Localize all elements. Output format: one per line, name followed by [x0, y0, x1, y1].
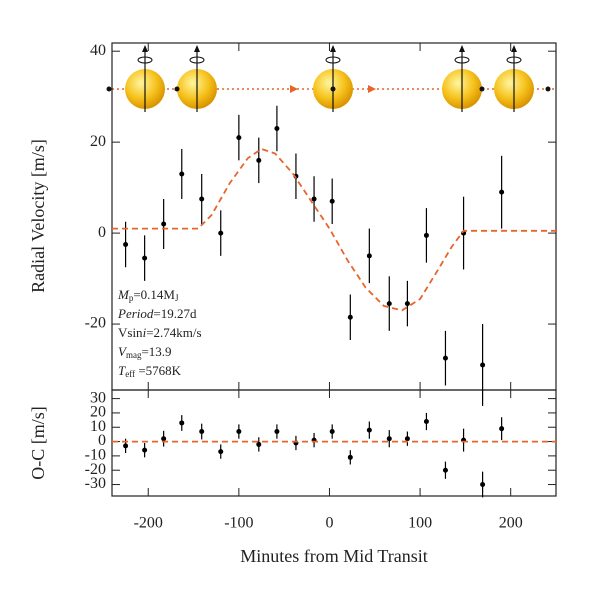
planet — [330, 86, 336, 92]
x-tick-label: 200 — [499, 515, 523, 532]
planet — [106, 86, 112, 92]
x-tick-label: -200 — [134, 515, 163, 532]
annotation-part: Period — [117, 306, 154, 321]
data-point — [480, 482, 486, 488]
planet — [479, 86, 485, 92]
data-point — [311, 196, 317, 202]
data-point — [386, 436, 392, 442]
y-axis-label: Radial Velocity [m/s] — [28, 139, 48, 293]
annotation: Period=19.27d — [117, 306, 197, 321]
y-tick-label: 40 — [90, 42, 106, 59]
annotation: Mp=0.14MJ — [117, 287, 179, 303]
data-point — [404, 436, 410, 442]
data-point — [499, 426, 505, 432]
annotation: Vmag=13.9 — [118, 344, 172, 360]
data-point — [142, 447, 148, 453]
annotation-part: p — [129, 293, 134, 303]
data-point — [366, 253, 372, 259]
spin-loop — [506, 56, 522, 64]
y-tick-label: -20 — [85, 461, 106, 478]
data-point — [274, 125, 280, 131]
data-point — [386, 301, 392, 307]
y-tick-label: -20 — [85, 315, 106, 332]
data-point — [423, 232, 429, 238]
data-point — [218, 449, 224, 455]
y-tick-label: 0 — [98, 224, 106, 241]
bottom-frame — [111, 389, 557, 497]
x-tick-label: 0 — [325, 515, 333, 532]
data-point — [347, 454, 353, 460]
data-point — [480, 362, 486, 368]
y-tick-label: -10 — [85, 447, 106, 464]
data-point — [329, 429, 335, 435]
y-tick-label: 0 — [98, 432, 106, 449]
annotation: Vsini=2.74km/s — [118, 325, 202, 340]
data-point — [123, 443, 129, 449]
spin-arrow — [142, 45, 148, 52]
x-tick-label: 100 — [408, 515, 432, 532]
data-point — [499, 189, 505, 195]
data-point — [161, 436, 167, 442]
y-tick-label: -30 — [85, 475, 106, 492]
data-point — [179, 420, 185, 426]
planet — [174, 86, 180, 92]
y-tick-label: 30 — [90, 389, 106, 406]
data-point — [274, 429, 280, 435]
data-point — [218, 230, 224, 236]
spin-arrow — [511, 45, 517, 52]
annotation-part: V — [118, 344, 128, 359]
annotation-part: mag — [126, 350, 142, 360]
data-point — [366, 427, 372, 433]
data-point — [236, 135, 242, 141]
spin-loop — [325, 56, 341, 64]
data-point — [423, 419, 429, 425]
annotation-part: i — [143, 325, 147, 340]
x-axis-label: Minutes from Mid Transit — [240, 546, 428, 566]
spin-loop — [189, 56, 205, 64]
data-point — [404, 301, 410, 307]
annotation-part: M — [117, 287, 130, 302]
y-tick-label: 20 — [90, 404, 106, 421]
annotation-part: =5768K — [135, 363, 182, 378]
annotation-part: J — [175, 293, 179, 303]
data-point — [442, 467, 448, 473]
planet — [545, 86, 551, 92]
y-tick-label: 10 — [90, 418, 106, 435]
annotation: Teff =5768K — [118, 363, 182, 379]
spin-loop — [454, 56, 470, 64]
y-tick-label: 20 — [90, 133, 106, 150]
y-axis-label: O-C [m/s] — [28, 406, 48, 480]
annotation-part: =13.9 — [141, 344, 171, 359]
data-point — [329, 198, 335, 204]
data-point — [256, 157, 262, 163]
data-point — [199, 429, 205, 435]
model-line — [112, 148, 556, 312]
annotation-part: =0.14M — [133, 287, 175, 302]
data-point — [142, 255, 148, 261]
x-tick-label: -100 — [224, 515, 253, 532]
spin-loop — [137, 56, 153, 64]
data-point — [199, 196, 205, 202]
annotation-part: sin — [127, 325, 143, 340]
transit-illustration — [106, 45, 556, 112]
annotation-part: =2.74km/s — [146, 325, 201, 340]
data-point — [161, 221, 167, 227]
spin-arrow — [194, 45, 200, 52]
annotation-part: V — [118, 325, 128, 340]
data-point — [256, 441, 262, 447]
annotation-part: =19.27d — [153, 306, 197, 321]
spin-arrow — [330, 45, 336, 52]
data-point — [236, 429, 242, 435]
data-point — [179, 171, 185, 177]
annotation-part: T — [118, 363, 126, 378]
data-point — [347, 314, 353, 320]
spin-arrow — [459, 45, 465, 52]
annotation-part: eff — [125, 369, 135, 379]
data-point — [442, 355, 448, 361]
data-point — [123, 241, 129, 247]
